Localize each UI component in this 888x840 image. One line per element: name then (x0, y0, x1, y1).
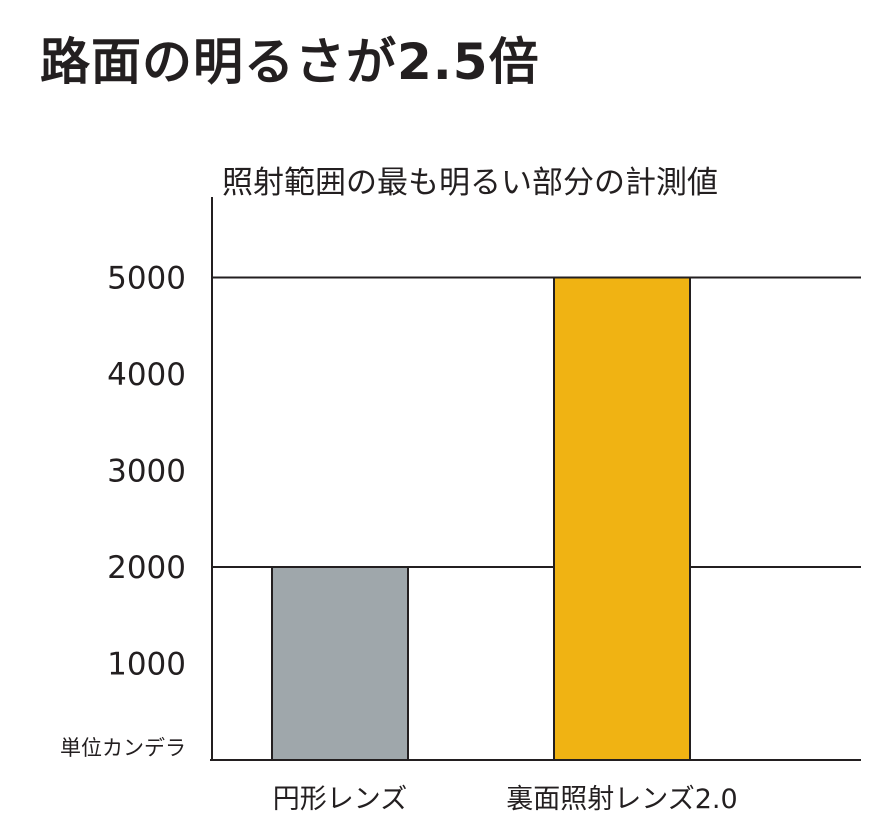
y-unit-label: 単位カンデラ (60, 736, 186, 760)
y-tick-label: 3000 (107, 454, 186, 490)
category-label: 裏面照射レンズ2.0 (506, 784, 737, 815)
category-label: 円形レンズ (273, 784, 407, 815)
y-tick-label: 5000 (107, 261, 186, 297)
bar (271, 566, 409, 761)
y-tick-label: 1000 (107, 647, 186, 683)
bars (271, 276, 691, 761)
y-tick-label: 4000 (107, 357, 186, 393)
chart-subtitle: 照射範囲の最も明るい部分の計測値 (222, 165, 718, 201)
bar (553, 276, 691, 761)
y-tick-label: 2000 (107, 550, 186, 586)
gridlines (212, 276, 861, 568)
y-tick-labels: 1000 2000 3000 4000 5000 (107, 261, 186, 683)
headline: 路面の明るさが2.5倍 (40, 33, 540, 91)
category-labels: 円形レンズ 裏面照射レンズ2.0 (273, 784, 738, 815)
